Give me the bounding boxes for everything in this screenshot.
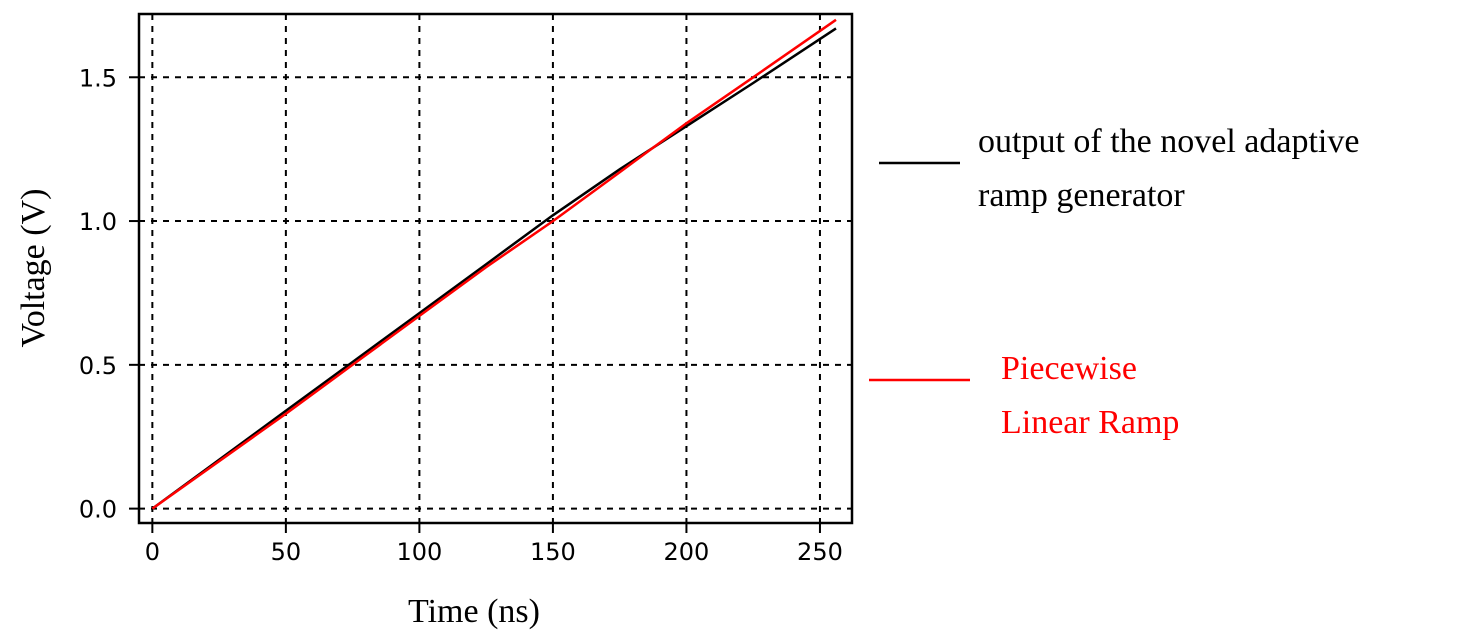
y-tick-label: 0.0 xyxy=(79,496,117,524)
y-axis-title: Voltage (V) xyxy=(15,189,52,348)
x-tick-label: 250 xyxy=(797,538,843,566)
x-tick-label: 100 xyxy=(396,538,442,566)
legend-label-1: ramp generator xyxy=(978,177,1185,214)
axis-ticks xyxy=(129,76,821,533)
legend-label-2: Piecewise xyxy=(1001,350,1137,387)
x-tick-label: 200 xyxy=(664,538,710,566)
grid-lines xyxy=(139,14,852,523)
legend-label-1: output of the novel adaptive xyxy=(978,123,1359,160)
y-tick-label: 1.0 xyxy=(79,208,117,236)
plot-frame xyxy=(137,12,854,525)
legend-label-2: Linear Ramp xyxy=(1001,404,1179,441)
tick-labels: 0 50 100 150 200 250 0.0 0.5 1.0 1.5 xyxy=(79,64,843,566)
x-tick-label: 0 xyxy=(145,538,160,566)
x-tick-label: 150 xyxy=(530,538,576,566)
series-line-2 xyxy=(151,18,837,510)
x-axis-title: Time (ns) xyxy=(408,593,540,630)
y-tick-label: 1.5 xyxy=(79,64,117,92)
y-tick-label: 0.5 xyxy=(79,352,117,380)
series-lines xyxy=(151,18,837,510)
x-tick-label: 50 xyxy=(271,538,302,566)
legend: output of the novel adaptive ramp generat… xyxy=(869,123,1359,441)
series-line-1 xyxy=(151,27,837,510)
